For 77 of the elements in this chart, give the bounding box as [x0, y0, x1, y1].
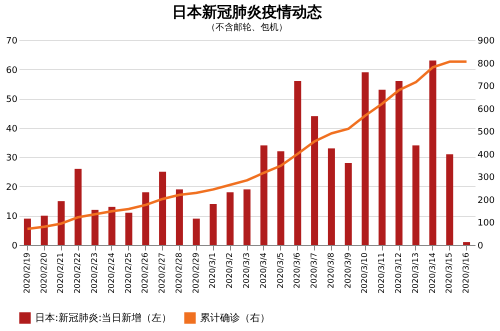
bar [159, 172, 166, 245]
y-tick-label: 0 [12, 242, 18, 252]
y-tick-label: 50 [6, 95, 18, 106]
y2-tick-label: 800 [478, 59, 495, 70]
x-tick-label: 2020/2/21 [56, 252, 66, 294]
x-tick-label: 2020/2/23 [90, 252, 99, 294]
chart-subtitle: （不含邮轮、包机） [206, 22, 288, 33]
y2-tick-label: 600 [478, 104, 495, 115]
x-tick-label: 2020/2/28 [174, 252, 184, 294]
x-tick-label: 2020/3/12 [394, 252, 403, 294]
y2-tick-label: 0 [478, 242, 484, 252]
bar [463, 242, 470, 245]
y2-tick-label: 100 [478, 218, 495, 229]
y-tick-label: 60 [6, 66, 18, 76]
bar [74, 168, 82, 245]
bar [362, 72, 369, 245]
bar [176, 189, 183, 245]
y2-tick-label: 400 [478, 150, 495, 160]
bar [40, 216, 48, 245]
x-tick-label: 2020/3/4 [258, 252, 268, 288]
bar [92, 210, 98, 245]
y2-tick-label: 700 [478, 82, 495, 92]
y2-tick-label: 200 [478, 196, 495, 206]
bar [378, 90, 386, 245]
x-tick-label: 2020/3/10 [360, 252, 370, 294]
x-tick-label: 2020/2/26 [140, 252, 150, 294]
chart-title: 日本新冠肺炎疫情动态 [172, 3, 322, 21]
bar [244, 189, 250, 245]
x-tick-label: 2020/2/29 [191, 252, 200, 294]
x-tick-label: 2020/3/7 [310, 252, 319, 288]
y-tick-label: 30 [6, 154, 18, 164]
x-tick-label: 2020/2/19 [22, 252, 32, 294]
bar [226, 192, 234, 245]
legend-label: 累计确诊（右） [200, 312, 270, 324]
bar [210, 204, 217, 245]
x-tick-label: 2020/2/27 [158, 252, 167, 294]
x-tick-label: 2020/3/11 [377, 252, 386, 294]
x-tick-label: 2020/3/14 [428, 252, 437, 294]
bar [277, 151, 284, 245]
x-tick-label: 2020/3/15 [444, 252, 454, 294]
x-tick-label: 2020/2/20 [39, 252, 48, 294]
x-tick-label: 2020/3/9 [343, 252, 352, 288]
y-tick-label: 20 [6, 182, 18, 193]
bar [412, 145, 420, 245]
y-tick-label: 10 [6, 212, 18, 222]
bar [192, 218, 200, 245]
bar [429, 60, 436, 245]
x-tick-label: 2020/3/8 [326, 252, 336, 288]
x-tick-label: 2020/2/24 [106, 252, 116, 294]
x-tick-label: 2020/3/5 [276, 252, 285, 288]
y-tick-label: 40 [6, 124, 18, 134]
x-tick-label: 2020/3/16 [462, 252, 471, 294]
x-tick-label: 2020/2/25 [124, 252, 133, 294]
bar [328, 148, 335, 245]
x-tick-label: 2020/3/2 [225, 252, 234, 288]
x-tick-label: 2020/3/6 [292, 252, 302, 288]
bar [24, 218, 31, 245]
bar [58, 201, 65, 245]
line-series [26, 60, 468, 230]
y2-tick-label: 500 [478, 128, 495, 138]
y2-tick-label: 300 [478, 173, 495, 184]
bar [260, 145, 268, 245]
bar [108, 206, 116, 245]
x-tick-label: 2020/3/1 [208, 252, 218, 288]
bar [446, 154, 454, 245]
bar [125, 212, 132, 245]
y-tick-label: 70 [6, 36, 18, 46]
bar [344, 163, 352, 245]
y2-tick-label: 900 [478, 36, 495, 46]
legend-label: 日本:新冠肺炎:当日新增（左） [35, 312, 172, 324]
x-tick-label: 2020/3/13 [410, 252, 420, 294]
x-tick-label: 2020/3/3 [242, 252, 251, 288]
x-tick-label: 2020/2/22 [73, 252, 82, 294]
bar [396, 81, 402, 245]
bar [311, 116, 318, 245]
bar [142, 192, 150, 245]
bar [294, 81, 302, 245]
